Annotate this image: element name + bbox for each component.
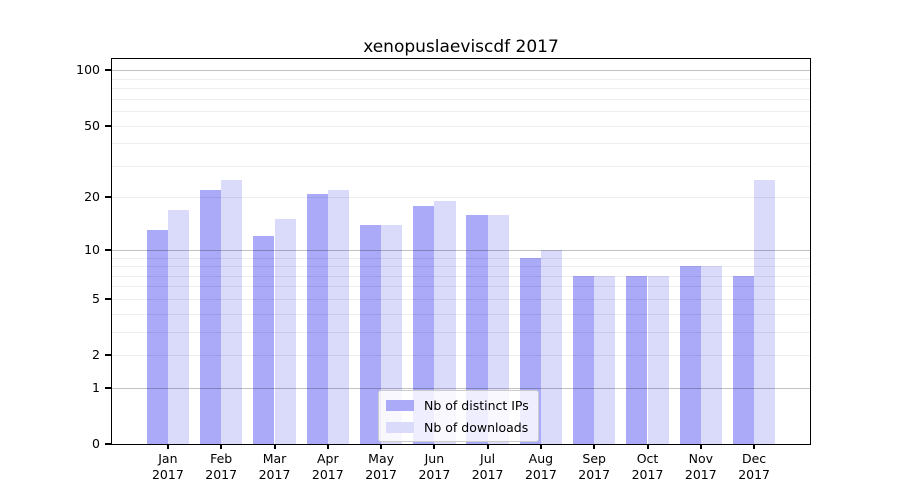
x-tick-label-jan: Jan 2017 [151, 451, 184, 482]
plot-area: Nb of distinct IPs Nb of downloads [111, 58, 811, 445]
y-tick-label-10: 10 [84, 241, 100, 257]
bar-downloads-feb [221, 180, 243, 444]
bar-distinct-ips-apr [306, 193, 328, 444]
x-tick-label-mar: Mar 2017 [258, 451, 291, 482]
legend-entry-downloads: Nb of downloads [386, 419, 529, 435]
x-tick-label-nov: Nov 2017 [684, 451, 717, 482]
x-tick-label-feb: Feb 2017 [205, 451, 238, 482]
x-tick-mark-may [380, 444, 383, 449]
bar-downloads-apr [327, 190, 350, 444]
bar-downloads-jul [487, 214, 509, 444]
y-tick-mark-1 [105, 386, 111, 389]
y-tick-mark-5 [105, 297, 111, 300]
bar-downloads-nov [700, 266, 723, 444]
x-tick-mark-aug [539, 444, 542, 449]
x-tick-label-jul: Jul 2017 [471, 451, 504, 482]
bar-distinct-ips-jul [466, 214, 488, 444]
legend-label-distinct-ips: Nb of distinct IPs [424, 397, 529, 413]
legend-entry-distinct-ips: Nb of distinct IPs [386, 397, 529, 413]
bar-downloads-may [381, 224, 403, 444]
y-tick-mark-20 [105, 196, 111, 199]
y-tick-mark-2 [105, 354, 111, 356]
bar-downloads-dec [754, 180, 776, 444]
bar-downloads-jan [167, 209, 190, 444]
legend-swatch-downloads [386, 421, 414, 433]
x-tick-mark-feb [220, 444, 223, 449]
bar-downloads-sep [594, 275, 616, 444]
y-tick-mark-10 [105, 248, 111, 251]
gridline-minor-80 [112, 88, 810, 89]
y-tick-label-100: 100 [76, 62, 100, 78]
bar-downloads-aug [540, 249, 563, 444]
y-tick-label-2: 2 [92, 347, 100, 362]
x-tick-mark-dec [753, 444, 756, 449]
y-tick-mark-100 [105, 69, 111, 72]
gridline-minor-50 [112, 125, 810, 127]
y-tick-mark-50 [105, 124, 111, 127]
bar-downloads-oct [647, 275, 669, 444]
bar-distinct-ips-may [359, 224, 382, 444]
bar-distinct-ips-dec [732, 275, 754, 444]
x-tick-label-oct: Oct 2017 [631, 451, 664, 482]
x-tick-mark-jun [433, 444, 436, 449]
x-tick-label-dec: Dec 2017 [738, 451, 770, 482]
y-tick-mark-0 [105, 443, 111, 445]
x-tick-label-may: May 2017 [365, 451, 397, 482]
y-tick-label-5: 5 [92, 290, 100, 306]
y-tick-label-50: 50 [84, 117, 100, 133]
x-tick-label-jun: Jun 2017 [418, 451, 451, 482]
x-tick-mark-nov [699, 444, 702, 449]
bar-downloads-mar [274, 219, 296, 444]
bar-distinct-ips-sep [572, 275, 595, 444]
legend: Nb of distinct IPs Nb of downloads [378, 390, 539, 442]
chart-title: xenopuslaeviscdf 2017 [363, 37, 559, 57]
gridline-minor-90 [112, 78, 810, 80]
x-tick-mark-jan [166, 444, 169, 449]
x-tick-mark-jul [486, 444, 489, 449]
bar-distinct-ips-jun [413, 205, 435, 444]
x-tick-label-apr: Apr 2017 [311, 451, 344, 482]
x-tick-label-sep: Sep 2017 [578, 451, 611, 482]
gridline-minor-70 [112, 98, 810, 100]
gridline-minor-60 [112, 111, 810, 112]
y-tick-label-1: 1 [92, 379, 100, 395]
bar-distinct-ips-oct [626, 275, 648, 444]
x-tick-label-aug: Aug 2017 [524, 451, 557, 482]
bar-distinct-ips-jan [146, 230, 168, 444]
gridline-minor-30 [112, 165, 810, 167]
x-tick-mark-oct [646, 444, 649, 449]
x-tick-mark-apr [326, 444, 329, 449]
x-tick-mark-sep [593, 444, 596, 449]
legend-swatch-distinct-ips [386, 399, 414, 411]
bar-distinct-ips-feb [199, 190, 222, 444]
legend-label-downloads: Nb of downloads [424, 419, 529, 435]
gridline-major-100 [112, 70, 810, 72]
bar-distinct-ips-mar [253, 236, 275, 444]
y-tick-label-20: 20 [84, 189, 100, 205]
x-tick-mark-mar [273, 444, 276, 449]
gridline-minor-40 [112, 143, 810, 145]
y-tick-label-0: 0 [92, 436, 100, 451]
bar-distinct-ips-nov [679, 266, 701, 444]
bar-downloads-jun [434, 201, 456, 444]
